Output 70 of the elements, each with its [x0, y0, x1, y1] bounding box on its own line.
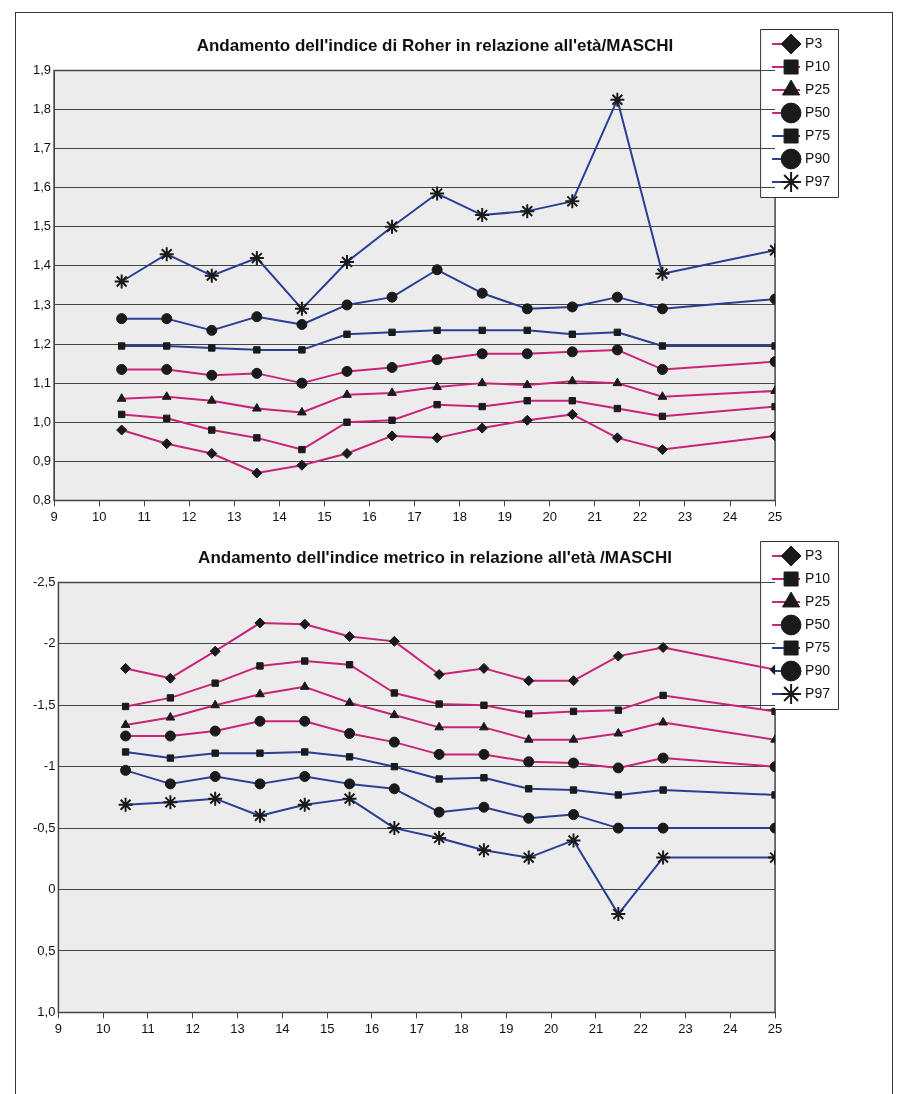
x-tick-label: 13: [230, 1020, 245, 1036]
chart-title: Andamento dell'indice metrico in relazione all'età /MASCHI: [198, 547, 672, 567]
x-tick-label: 11: [137, 508, 151, 524]
x-tick-label: 23: [677, 508, 693, 524]
y-tick-label: 1,5: [32, 218, 52, 234]
x-tick-label: 23: [678, 1020, 693, 1036]
x-tick-label: 25: [767, 508, 783, 524]
x-tick-label: 14: [272, 508, 287, 524]
legend-label: P3: [805, 34, 823, 51]
x-tick-label: 24: [723, 1020, 738, 1036]
x-tick-label: 12: [185, 1020, 201, 1036]
chart-title: Andamento dell'indice di Roher in relazione all'età/MASCHI: [196, 35, 674, 55]
y-tick-label: -2,5: [32, 573, 56, 589]
y-tick-label: 1,3: [32, 296, 52, 312]
y-tick-label: 1,0: [32, 413, 52, 429]
y-tick-label: 1,7: [32, 140, 52, 156]
y-tick-label: 0,5: [37, 942, 56, 958]
x-tick-label: 16: [362, 508, 377, 524]
y-tick-label: 1,1: [32, 374, 52, 390]
x-tick-label: 11: [141, 1020, 155, 1036]
y-tick-label: -0,5: [32, 819, 56, 835]
x-tick-label: 25: [767, 1020, 783, 1036]
x-tick-label: 10: [91, 508, 107, 524]
x-tick-label: 12: [182, 508, 197, 524]
x-tick-label: 10: [95, 1020, 111, 1036]
x-tick-label: 20: [542, 508, 558, 524]
x-tick-label: 18: [454, 1020, 469, 1036]
legend-label: P25: [805, 592, 831, 609]
x-tick-label: 22: [632, 508, 648, 524]
legend-label: P3: [805, 546, 823, 563]
y-tick-label: 1,4: [32, 257, 52, 273]
x-tick-label: 20: [543, 1020, 559, 1036]
y-tick-label: 0,8: [32, 491, 52, 507]
y-tick-label: 1,9: [32, 61, 52, 77]
y-tick-label: -1,5: [32, 696, 56, 712]
legend-label: P90: [805, 661, 831, 678]
x-tick-label: 21: [587, 508, 603, 524]
x-tick-label: 21: [588, 1020, 604, 1036]
legend-label: P75: [805, 126, 831, 143]
x-tick-label: 9: [50, 508, 58, 524]
y-tick-label: 1,0: [37, 1003, 56, 1019]
y-tick-label: 1,6: [32, 179, 52, 195]
x-tick-label: 15: [317, 508, 332, 524]
x-tick-label: 15: [319, 1020, 335, 1036]
x-tick-label: 13: [227, 508, 242, 524]
x-tick-label: 19: [499, 1020, 514, 1036]
legend-label: P50: [805, 103, 831, 120]
legend-label: P10: [805, 569, 831, 586]
legend-label: P97: [805, 684, 831, 701]
y-tick-label: -2: [43, 635, 56, 651]
legend-label: P10: [805, 57, 831, 74]
y-tick-label: 0,9: [32, 452, 52, 468]
legend-label: P25: [805, 80, 831, 97]
legend-label: P97: [805, 172, 831, 189]
x-tick-label: 14: [275, 1020, 290, 1036]
x-tick-label: 22: [633, 1020, 648, 1036]
y-tick-label: 1,2: [32, 335, 52, 351]
y-tick-label: -1: [43, 758, 56, 774]
x-tick-label: 16: [364, 1020, 380, 1036]
x-tick-label: 24: [722, 508, 738, 524]
legend-label: P90: [805, 149, 831, 166]
x-tick-label: 17: [407, 508, 422, 524]
x-tick-label: 17: [409, 1020, 424, 1036]
x-tick-label: 9: [54, 1020, 63, 1036]
x-tick-label: 19: [497, 508, 512, 524]
legend-label: P75: [805, 638, 831, 655]
y-tick-label: 0: [48, 881, 56, 897]
legend-label: P50: [805, 615, 831, 632]
x-tick-label: 18: [452, 508, 467, 524]
y-tick-label: 1,8: [32, 101, 52, 117]
